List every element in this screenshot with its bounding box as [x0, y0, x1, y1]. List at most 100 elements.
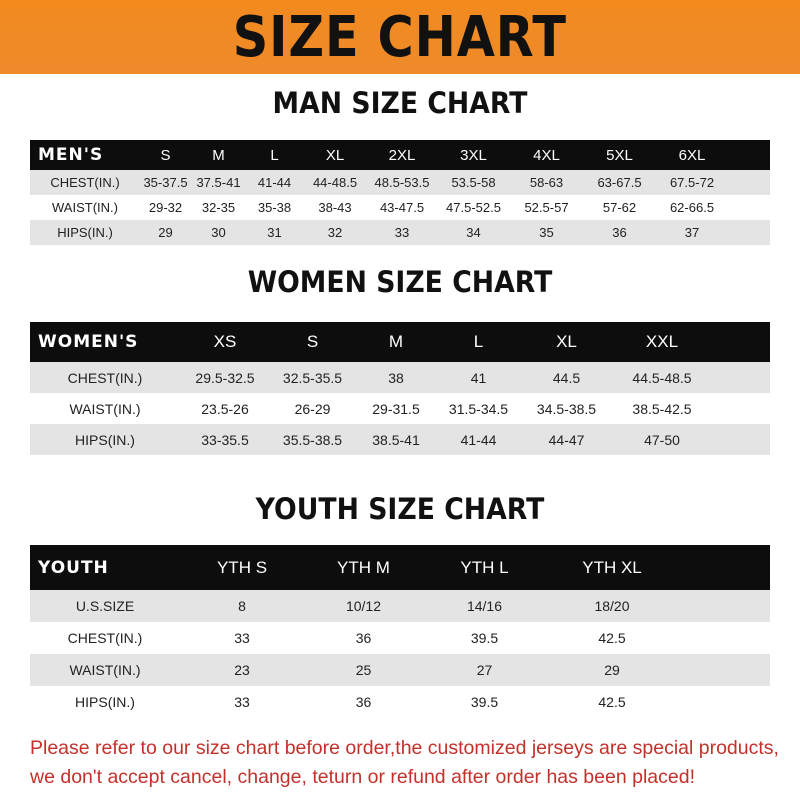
table-cell: 23 [234, 662, 250, 678]
table-cell: 27 [476, 662, 493, 678]
table-cell: 52.5-57 [524, 200, 569, 215]
size-column-header: 4XL [533, 146, 560, 164]
size-column-header: 5XL [606, 146, 633, 164]
table-cell: 29.5-32.5 [195, 369, 255, 386]
table-cell: 48.5-53.5 [374, 175, 430, 190]
table-cell: 39.5 [470, 694, 499, 710]
table-cell: 62-66.5 [669, 200, 715, 215]
table-cell: 33-35.5 [201, 431, 249, 448]
size-column-header: XS [213, 332, 237, 351]
row-label: CHEST(IN.) [67, 630, 143, 646]
table-cell: 42.5 [598, 630, 626, 646]
table-cell: 33 [234, 630, 250, 646]
men-size-table: MEN'S S M L XL 2XL 3XL 4XL 5XL 6XL CHEST(IN.) 35-37… [30, 140, 770, 245]
table-cell: 25 [355, 662, 372, 678]
order-notice: Please refer to our size chart before or… [30, 734, 790, 792]
table-cell: 39.5 [470, 630, 499, 646]
table-cell: 29 [604, 662, 620, 678]
table-cell: 38 [388, 369, 404, 386]
size-column-header: L [473, 332, 484, 351]
women-size-table: WOMEN'S XS S M L XL XXL CHEST(IN.) 29.5-32.5 32.5… [30, 322, 770, 455]
size-column-header: M [388, 332, 404, 351]
size-column-header: S [160, 146, 171, 164]
table-row: WAIST(IN.) 23 25 27 29 [30, 654, 770, 686]
table-cell: 31.5-34.5 [448, 400, 509, 417]
women-chart-title: WOMEN SIZE CHART [247, 265, 553, 299]
table-cell: 36 [612, 225, 627, 240]
table-header-row: WOMEN'S XS S M L XL XXL [30, 322, 770, 362]
table-row: CHEST(IN.) 35-37.5 37.5-41 41-44 44-48.5 48.5… [30, 170, 770, 195]
row-label: HIPS(IN.) [75, 694, 135, 710]
table-cell: 47-50 [644, 431, 680, 448]
table-row: HIPS(IN.) 29 30 31 32 33 34 35 36 37 [30, 220, 770, 245]
table-row: CHEST(IN.) 29.5-32.5 32.5-35.5 38 41 44.5 44.5… [30, 362, 770, 393]
table-header-row: YOUTH YTH S YTH M YTH L YTH XL [30, 545, 770, 590]
table-cell: 23.5-26 [201, 400, 249, 417]
table-cell: 44.5 [552, 369, 581, 386]
table-cell: 38.5-41 [372, 431, 420, 448]
table-cell: 36 [355, 694, 372, 710]
size-column-header: 6XL [678, 146, 706, 164]
table-cell: 41 [470, 369, 487, 386]
table-cell: 57-62 [602, 200, 637, 215]
table-cell: 35-37.5 [143, 175, 188, 190]
size-column-header: L [270, 146, 279, 164]
notice-line-2: we don't accept cancel, change, teturn o… [30, 766, 695, 788]
size-column-header: YTH M [337, 557, 390, 577]
table-cell: 37 [684, 225, 700, 240]
size-chart-banner: SIZE CHART [0, 0, 800, 74]
table-cell: 53.5-58 [451, 175, 496, 190]
table-cell: 67.5-72 [669, 175, 715, 190]
table-cell: 10/12 [345, 598, 382, 614]
table-cell: 33 [234, 694, 250, 710]
size-column-header: 3XL [460, 146, 487, 164]
table-cell: 44-47 [548, 431, 585, 448]
men-chart-title: MAN SIZE CHART [272, 86, 528, 120]
size-column-header: M [212, 146, 225, 164]
size-column-header: XL [556, 332, 577, 351]
banner-title: SIZE CHART [232, 4, 568, 70]
table-cell: 41-44 [257, 175, 292, 190]
table-row: WAIST(IN.) 23.5-26 26-29 29-31.5 31.5-34.5 34… [30, 393, 770, 424]
row-label: CHEST(IN.) [67, 369, 143, 386]
table-cell: 36 [355, 630, 372, 646]
table-cell: 35.5-38.5 [282, 431, 343, 448]
table-cell: 34.5-38.5 [536, 400, 597, 417]
table-row: HIPS(IN.) 33 36 39.5 42.5 [30, 686, 770, 718]
table-cell: 41-44 [460, 431, 497, 448]
row-label: HIPS(IN.) [57, 225, 113, 240]
table-header-row: MEN'S S M L XL 2XL 3XL 4XL 5XL 6XL [30, 140, 770, 170]
table-cell: 29-32 [148, 200, 183, 215]
table-row: CHEST(IN.) 33 36 39.5 42.5 [30, 622, 770, 654]
table-cell: 47.5-52.5 [446, 200, 501, 215]
table-cell: 31 [267, 225, 282, 240]
table-cell: 30 [211, 225, 226, 240]
table-cell: 32.5-35.5 [282, 369, 343, 386]
table-cell: 44-48.5 [312, 175, 358, 190]
size-column-header: YTH XL [582, 557, 642, 577]
youth-chart-title: YOUTH SIZE CHART [255, 492, 545, 526]
table-cell: 37.5-41 [196, 175, 241, 190]
table-row: U.S.SIZE 8 10/12 14/16 18/20 [30, 590, 770, 622]
row-label: HIPS(IN.) [75, 431, 135, 448]
table-cell: 33 [394, 225, 410, 240]
table-cell: 29-31.5 [372, 400, 420, 417]
table-cell: 14/16 [466, 598, 503, 614]
row-label: WAIST(IN.) [69, 400, 141, 417]
row-label: WAIST(IN.) [69, 662, 141, 678]
size-column-header: 2XL [388, 146, 416, 164]
table-cell: 35 [539, 225, 554, 240]
table-cell: 43-47.5 [379, 200, 425, 215]
table-cell: 42.5 [598, 694, 626, 710]
table-row: HIPS(IN.) 33-35.5 35.5-38.5 38.5-41 41-44 44-… [30, 424, 770, 455]
size-column-header: XL [325, 146, 345, 164]
table-cell: 26-29 [294, 400, 331, 417]
table-cell: 44.5-48.5 [632, 369, 692, 386]
table-header-label: MEN'S [38, 145, 104, 165]
table-cell: 35-38 [257, 200, 292, 215]
table-cell: 18/20 [594, 598, 630, 614]
table-cell: 34 [466, 225, 481, 240]
table-header-label: WOMEN'S [38, 332, 139, 352]
row-label: U.S.SIZE [75, 598, 135, 614]
table-cell: 58-63 [529, 175, 564, 190]
